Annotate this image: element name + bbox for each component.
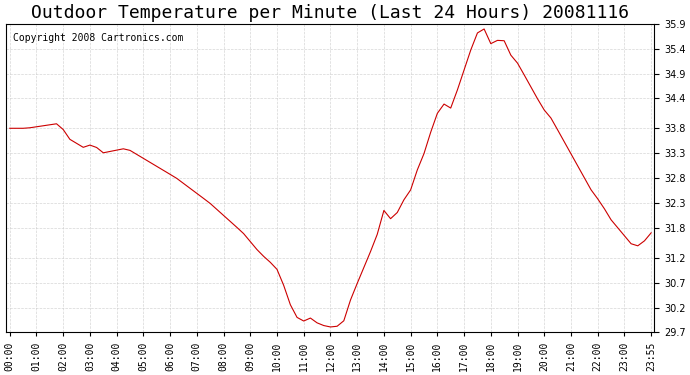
Title: Outdoor Temperature per Minute (Last 24 Hours) 20081116: Outdoor Temperature per Minute (Last 24 … — [31, 4, 629, 22]
Text: Copyright 2008 Cartronics.com: Copyright 2008 Cartronics.com — [13, 33, 184, 43]
